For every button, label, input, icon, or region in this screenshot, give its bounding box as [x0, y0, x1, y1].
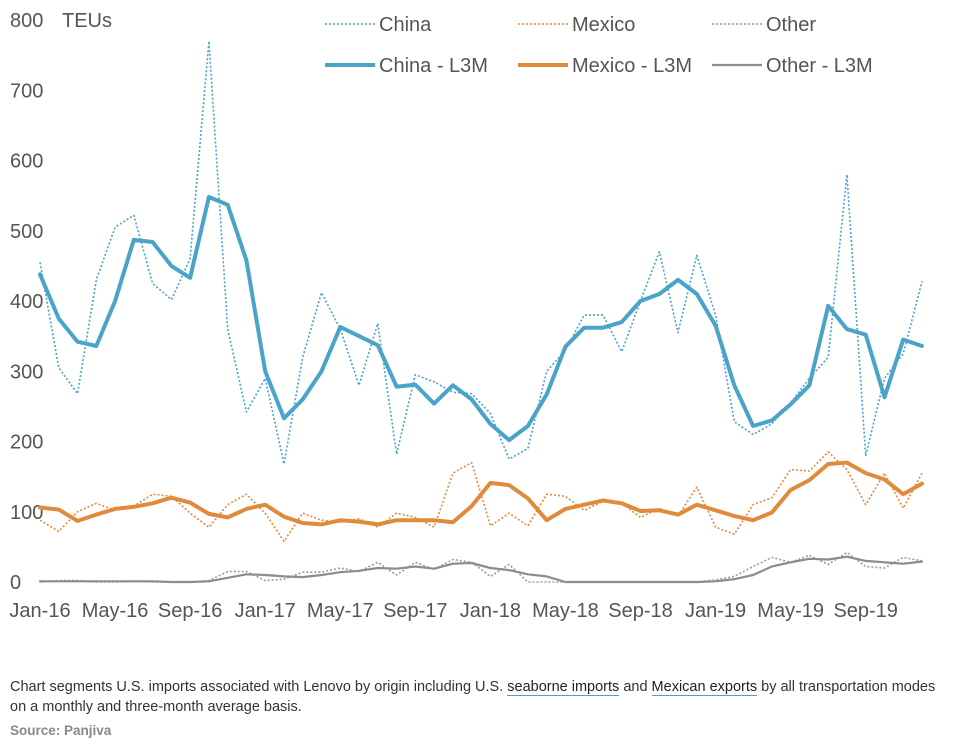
x-tick-label-jan-17: Jan-17 [235, 600, 296, 622]
legend-label-china-l3m: China - L3M [379, 55, 488, 77]
series-line-other-l3m [38, 555, 924, 584]
legend-label-other-l3m: Other - L3M [766, 55, 873, 77]
series-line-other [39, 551, 923, 583]
y-tick-label-700: 700 [10, 80, 43, 102]
caption-text-2: and [619, 679, 652, 695]
series-line-mexico-l3m [38, 460, 924, 527]
caption-text-1: Chart segments U.S. imports associated w… [10, 679, 508, 695]
y-tick-label-400: 400 [10, 291, 43, 313]
x-tick-label-jan-16: Jan-16 [9, 600, 70, 622]
y-tick-label-600: 600 [10, 151, 43, 173]
y-tick-label-500: 500 [10, 221, 43, 243]
y-axis-unit-label: TEUs [62, 10, 112, 32]
y-tick-label-0: 0 [10, 572, 21, 594]
x-tick-label-may-17: May-17 [307, 600, 374, 622]
legend-label-mexico-l3m: Mexico - L3M [572, 55, 692, 77]
seaborne-imports-link[interactable]: seaborne imports [507, 679, 620, 696]
y-tick-label-300: 300 [10, 361, 43, 383]
caption-text-3: by all transportation modes on a monthly… [10, 679, 936, 715]
legend-label-other: Other [766, 14, 816, 36]
chart-area: 0 100 200 300 400 500 600 700 800 TEUs Jan-16 May-1… [9, 10, 924, 622]
line-chart: 0 100 200 300 400 500 600 700 800 TEUs Jan-16 May-1… [9, 10, 924, 622]
legend-label-china: China [379, 14, 432, 36]
x-tick-label-sep-18: Sep-18 [608, 600, 673, 622]
y-tick-label-100: 100 [10, 502, 43, 524]
series-line-china [39, 40, 923, 465]
x-tick-label-jan-18: Jan-18 [460, 600, 521, 622]
y-tick-label-200: 200 [10, 432, 43, 454]
series-line-china-l3m [38, 195, 924, 443]
x-tick-label-may-16: May-16 [82, 600, 149, 622]
x-tick-label-may-18: May-18 [532, 600, 599, 622]
legend-label-mexico: Mexico [572, 14, 635, 36]
chart-caption: Chart segments U.S. imports associated w… [10, 677, 940, 717]
x-tick-label-may-19: May-19 [757, 600, 824, 622]
y-tick-label-800: 800 [10, 10, 43, 32]
mexican-exports-link[interactable]: Mexican exports [651, 679, 758, 696]
x-tick-label-sep-19: Sep-19 [833, 600, 898, 622]
x-tick-label-sep-17: Sep-17 [383, 600, 448, 622]
x-tick-label-sep-16: Sep-16 [158, 600, 223, 622]
source-note: Source: Panjiva [10, 723, 112, 738]
x-tick-label-jan-19: Jan-19 [685, 600, 746, 622]
